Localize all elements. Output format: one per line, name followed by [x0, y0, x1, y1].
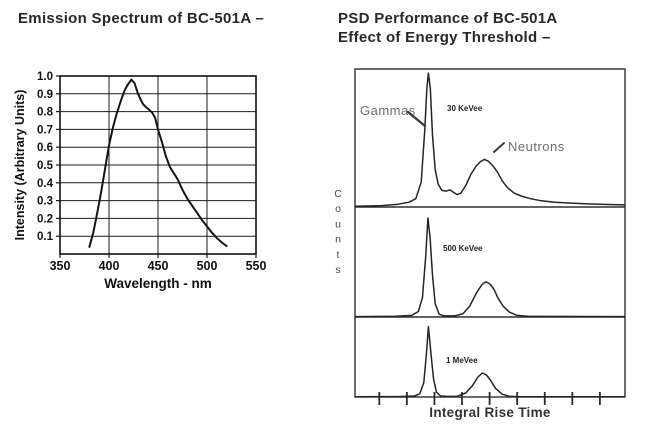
threshold-label: 1 MeVee: [446, 356, 478, 365]
psd-title-line2: Effect of Energy Threshold –: [338, 29, 551, 46]
emission-curve: [88, 78, 228, 248]
y-tick-label: 0.5: [37, 160, 54, 172]
x-tick-label: 350: [50, 259, 71, 273]
counts-axis-letter: o: [335, 203, 341, 215]
emission-spectrum-chart: 350 400 450 500 550 0.1 0.2 0.3 0.4 0.5 0.6 0.7 0.8 0…: [13, 71, 267, 291]
y-tick-label: 0.7: [37, 124, 53, 136]
counts-axis-letter: t: [337, 249, 340, 261]
gammas-annotation: Gammas: [360, 103, 416, 118]
y-tick-label: 0.4: [37, 178, 54, 190]
y-tick-label: 0.2: [37, 213, 53, 225]
neutrons-pointer-line: [493, 142, 505, 153]
x-tick-label: 450: [148, 259, 169, 273]
x-tick-label: 550: [246, 259, 267, 273]
x-axis-label: Integral Rise Time: [429, 405, 551, 420]
psd-chart-title: PSD Performance of BC-501A Effect of Ene…: [338, 9, 558, 47]
neutrons-annotation: Neutrons: [508, 139, 565, 154]
counts-axis-letter: C: [334, 188, 342, 200]
x-axis-label: Wavelength - nm: [104, 276, 212, 291]
counts-axis-letter: u: [335, 218, 341, 230]
counts-axis-letter: s: [335, 264, 340, 276]
y-tick-label: 0.3: [37, 196, 53, 208]
psd-curve: [354, 325, 625, 398]
y-tick-label: 0.6: [37, 142, 53, 154]
psd-curve: [354, 72, 626, 208]
y-tick-label: 0.9: [37, 89, 53, 101]
plot-frame: [354, 68, 626, 398]
y-tick-label: 0.1: [37, 231, 54, 243]
plot-frame: [59, 75, 257, 255]
threshold-label: 30 KeVee: [447, 104, 483, 113]
x-tick-label: 500: [197, 259, 218, 273]
y-tick-label: 1.0: [37, 71, 53, 83]
threshold-label: 500 KeVee: [443, 244, 483, 253]
x-tick-label: 400: [99, 259, 120, 273]
psd-title-line1: PSD Performance of BC-501A: [338, 10, 558, 27]
psd-performance-chart: 30 KeVee 500 KeVee 1 MeVee Gammas Neutrons Co…: [334, 68, 626, 420]
gammas-pointer-line: [406, 110, 427, 128]
emission-chart-title: Emission Spectrum of BC-501A –: [18, 10, 265, 27]
y-axis-label: Intensity (Arbitrary Units): [13, 90, 27, 241]
y-tick-label: 0.8: [37, 107, 54, 119]
counts-axis-letter: n: [335, 234, 341, 246]
psd-curve: [354, 217, 626, 318]
